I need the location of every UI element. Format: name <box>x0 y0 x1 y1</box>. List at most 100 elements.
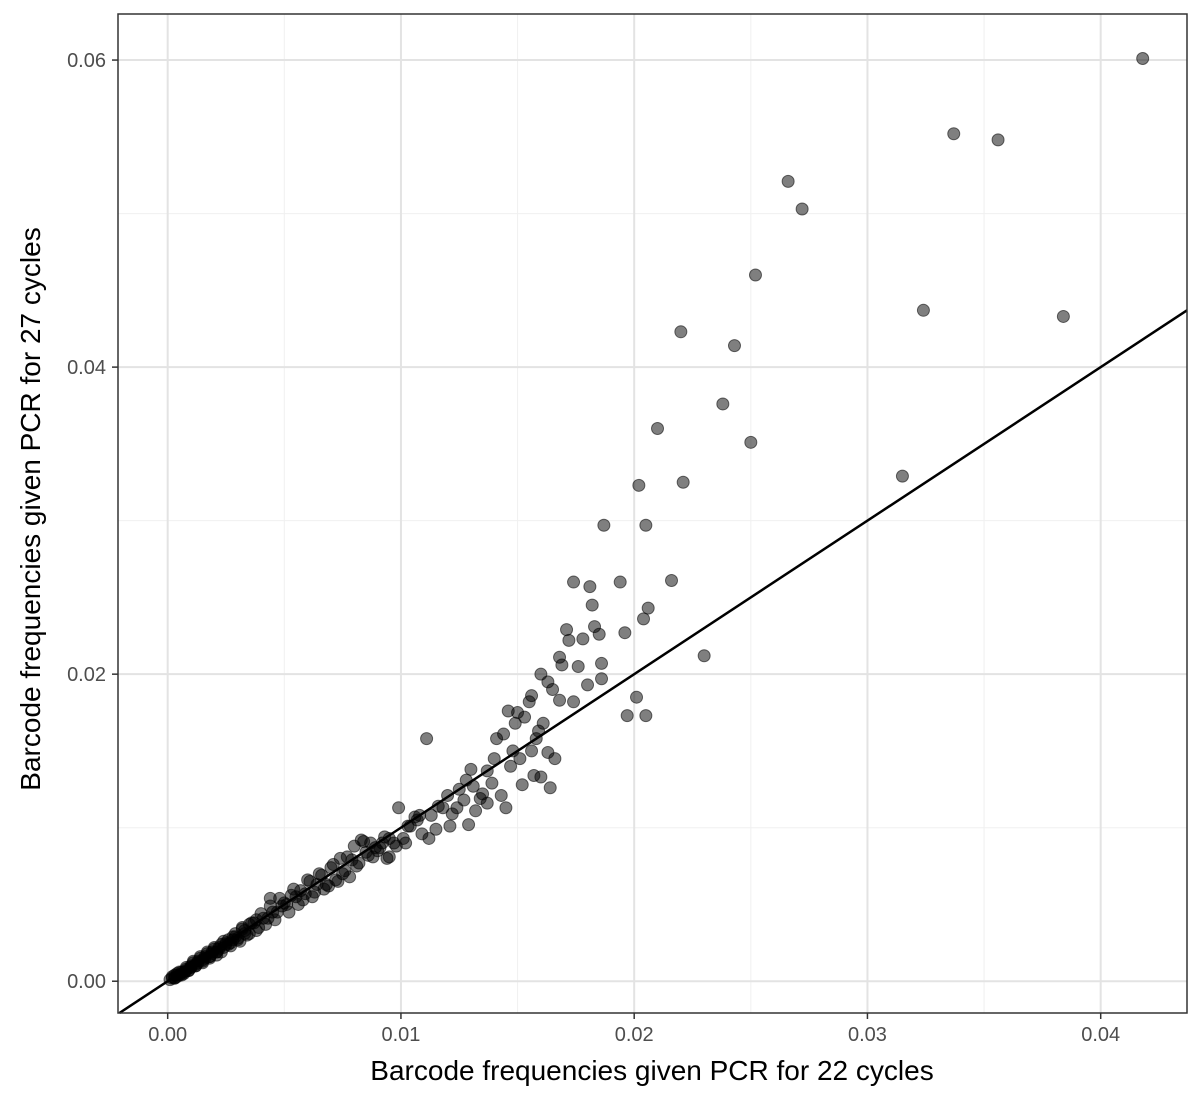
panel-border <box>117 13 1188 1014</box>
data-point <box>630 690 644 704</box>
data-point <box>991 133 1005 147</box>
data-point <box>576 632 590 646</box>
data-point <box>1136 52 1150 66</box>
data-point <box>469 804 483 818</box>
data-point <box>263 891 277 905</box>
y-axis-title: Barcode frequencies given PCR for 27 cyc… <box>15 227 46 790</box>
data-point <box>560 623 574 637</box>
data-point <box>555 658 569 672</box>
data-point <box>632 478 646 492</box>
grid-lines <box>118 14 1187 1013</box>
data-point <box>592 627 606 641</box>
data-point <box>487 752 501 766</box>
data-point <box>497 727 511 741</box>
x-tick-label: 0.02 <box>615 1024 654 1046</box>
data-point <box>597 518 611 532</box>
x-tick-label: 0.04 <box>1081 1024 1120 1046</box>
data-point <box>399 836 413 850</box>
data-point <box>420 732 434 746</box>
data-point <box>620 709 634 723</box>
x-tick-label: 0.00 <box>148 1024 187 1046</box>
data-point <box>727 339 741 353</box>
y-tick-label: 0.00 <box>67 971 106 993</box>
y-tick-label: 0.06 <box>67 50 106 72</box>
data-point <box>562 633 576 647</box>
data-point <box>380 851 394 865</box>
data-point <box>499 801 513 815</box>
data-point <box>567 575 581 589</box>
data-point <box>392 801 406 815</box>
x-axis-title: Barcode frequencies given PCR for 22 cyc… <box>370 1055 933 1086</box>
x-tick-label: 0.03 <box>848 1024 887 1046</box>
data-point <box>697 649 711 663</box>
data-point <box>305 890 319 904</box>
reference-line <box>118 309 1188 1015</box>
data-point <box>916 303 930 317</box>
y-axis-ticks: 0.00 0.02 0.04 0.06 <box>67 50 118 993</box>
data-point <box>457 793 471 807</box>
data-point <box>436 801 450 815</box>
data-point <box>476 787 490 801</box>
data-point <box>494 788 508 802</box>
data-point <box>485 776 499 790</box>
data-point <box>352 856 366 870</box>
data-point <box>504 759 518 773</box>
data-point <box>464 762 478 776</box>
data-point <box>639 709 653 723</box>
data-point <box>639 518 653 532</box>
data-point <box>665 574 679 588</box>
data-point <box>326 858 340 872</box>
data-point <box>618 626 632 640</box>
y-tick-label: 0.04 <box>67 357 106 379</box>
data-point <box>462 818 476 832</box>
data-point <box>553 693 567 707</box>
data-point <box>583 580 597 594</box>
data-point <box>744 435 758 449</box>
data-point <box>674 325 688 339</box>
data-points <box>163 52 1150 987</box>
data-point <box>534 667 548 681</box>
data-point <box>501 704 515 718</box>
data-point <box>354 833 368 847</box>
data-point <box>651 422 665 436</box>
data-point <box>595 656 609 670</box>
data-point <box>1056 309 1070 323</box>
data-point <box>387 836 401 850</box>
data-point <box>515 778 529 792</box>
data-point <box>637 612 651 626</box>
data-point <box>518 710 532 724</box>
data-point <box>415 827 429 841</box>
data-point <box>508 716 522 730</box>
data-point <box>795 202 809 216</box>
data-point <box>567 695 581 709</box>
data-point <box>291 897 305 911</box>
data-point <box>424 808 438 822</box>
x-tick-label: 0.01 <box>381 1024 420 1046</box>
y-tick-label: 0.02 <box>67 664 106 686</box>
data-point <box>716 397 730 411</box>
data-point <box>522 695 536 709</box>
data-point <box>613 575 627 589</box>
x-axis-ticks: 0.00 0.01 0.02 0.03 0.04 <box>148 1013 1120 1046</box>
data-point <box>543 781 557 795</box>
data-point <box>546 683 560 697</box>
data-point <box>548 752 562 766</box>
data-point <box>443 819 457 833</box>
data-point <box>534 770 548 784</box>
data-point <box>536 716 550 730</box>
data-point <box>781 174 795 188</box>
data-point <box>525 744 539 758</box>
data-point <box>287 882 301 896</box>
data-point <box>641 601 655 615</box>
data-point <box>947 127 961 141</box>
data-point <box>571 659 585 673</box>
data-point <box>581 678 595 692</box>
data-point <box>676 475 690 489</box>
data-point <box>429 822 443 836</box>
data-point <box>748 268 762 282</box>
data-point <box>317 882 331 896</box>
data-point <box>895 469 909 483</box>
data-point <box>595 672 609 686</box>
